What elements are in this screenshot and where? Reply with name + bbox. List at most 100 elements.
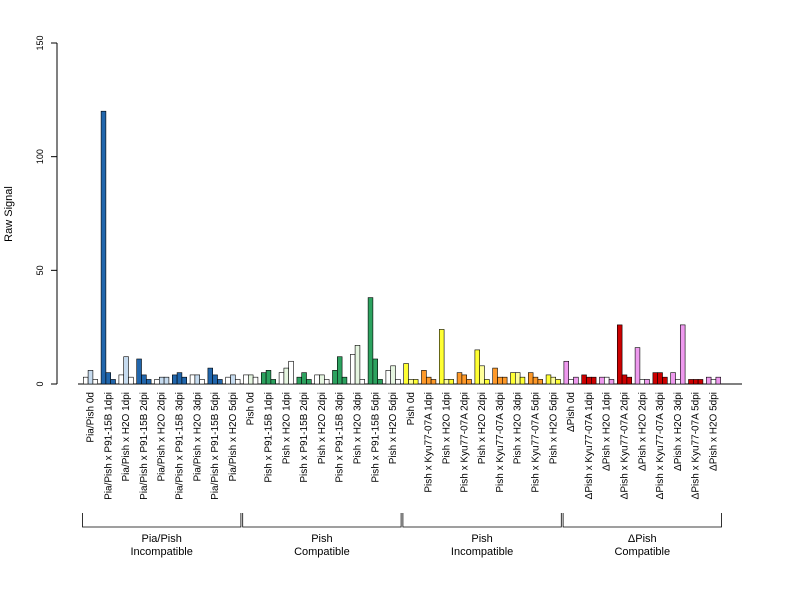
- bar: [163, 376, 170, 385]
- bar: [319, 374, 325, 385]
- bar: [532, 376, 539, 385]
- x-tick-label: ΔPish x Kyu77-07A 3dpi: [655, 392, 666, 499]
- bar: [225, 376, 231, 385]
- bar: [448, 379, 454, 385]
- bar: [235, 379, 241, 385]
- bar: [408, 379, 414, 385]
- bar: [705, 376, 712, 385]
- group-label: Pia/Pish Incompatible: [131, 533, 193, 558]
- bar: [128, 376, 134, 385]
- x-tick-label: Pia/Pish x P91-15B 3dpi: [175, 392, 186, 500]
- x-tick-label: ΔPish x H2O 1dpi: [602, 392, 613, 471]
- x-tick-label: Pish x P91-15B 5dpi: [370, 392, 381, 483]
- bar: [199, 379, 205, 385]
- bar: [123, 356, 129, 385]
- x-tick-label: ΔPish x Kyu77-07A 1dpi: [584, 392, 595, 499]
- bar: [176, 372, 183, 385]
- x-tick-label: Pia/Pish x H2O 1dpi: [121, 392, 132, 482]
- x-tick-label: ΔPish x Kyu77-07A 2dpi: [620, 392, 631, 499]
- group-bracket: [562, 513, 722, 528]
- bar: [412, 379, 419, 385]
- bar: [692, 379, 699, 385]
- bar: [461, 374, 467, 385]
- x-tick-label: Pia/Pish x H2O 3dpi: [192, 392, 203, 482]
- group-label: Pish Incompatible: [451, 533, 513, 558]
- bar: [621, 374, 628, 385]
- bar: [657, 372, 663, 385]
- bar: [639, 379, 646, 385]
- bar: [301, 372, 307, 385]
- x-tick-label: Pish x H2O 1dpi: [442, 392, 453, 464]
- x-tick-label: ΔPish 0d: [566, 392, 577, 432]
- group-bracket: [402, 513, 562, 528]
- bar: [710, 379, 717, 385]
- bar: [466, 379, 472, 385]
- x-tick-label: ΔPish x H2O 3dpi: [673, 392, 684, 471]
- x-tick-label: Pish x H2O 2dpi: [317, 392, 328, 464]
- x-tick-label: Pia/Pish x H2O 2dpi: [157, 392, 168, 482]
- bar: [172, 374, 178, 385]
- bar: [421, 370, 427, 385]
- bar: [438, 329, 445, 385]
- bar: [586, 376, 592, 385]
- bar: [608, 379, 615, 385]
- bar: [154, 379, 160, 385]
- bar: [296, 376, 302, 385]
- bar: [336, 356, 343, 385]
- bar: [243, 374, 249, 385]
- bar: [385, 370, 391, 385]
- x-tick-label: ΔPish x H2O 5dpi: [709, 392, 720, 471]
- bar: [501, 376, 508, 385]
- bar: [265, 370, 272, 385]
- bar: [537, 379, 544, 385]
- bar: [662, 376, 668, 385]
- bar: [146, 379, 152, 385]
- y-tick-label: 150: [35, 35, 45, 50]
- bar: [118, 374, 125, 385]
- x-tick-label: Pish x Kyu77-07A 1dpi: [424, 392, 435, 493]
- bar: [252, 376, 259, 385]
- bar: [456, 372, 463, 385]
- bar: [217, 379, 223, 385]
- x-tick-label: Pish x H2O 2dpi: [477, 392, 488, 464]
- bars-layer: [83, 110, 722, 385]
- bar: [479, 365, 485, 385]
- bar: [599, 376, 605, 385]
- x-tick-label: ΔPish x Kyu77-07A 5dpi: [691, 392, 702, 499]
- bar: [550, 376, 557, 385]
- bar: [354, 345, 361, 385]
- bar: [377, 379, 383, 385]
- bar: [212, 374, 218, 385]
- bar: [349, 354, 356, 385]
- x-tick-label: Pia/Pish x P91-15B 1dpi: [103, 392, 114, 500]
- bar: [323, 379, 330, 385]
- x-tick-label: Pia/Pish 0d: [86, 392, 97, 443]
- bar: [100, 110, 107, 385]
- bar: [194, 374, 200, 385]
- group-label: ΔPish Compatible: [614, 533, 670, 558]
- bar: [341, 376, 348, 385]
- x-tick-label: Pish 0d: [246, 392, 257, 425]
- y-tick-label: 0: [35, 381, 45, 386]
- bar: [270, 379, 276, 385]
- bar: [367, 297, 374, 385]
- bar: [248, 374, 254, 385]
- x-tick-label: Pish x Kyu77-07A 2dpi: [459, 392, 470, 493]
- group-bracket: [82, 513, 242, 528]
- bar: [283, 367, 289, 385]
- bar: [581, 374, 587, 385]
- bar: [207, 367, 213, 385]
- bar: [443, 379, 450, 385]
- bar: [545, 374, 552, 385]
- bar: [510, 372, 516, 385]
- bar: [403, 363, 409, 385]
- bar: [519, 376, 526, 385]
- bar: [492, 367, 498, 385]
- y-tick-label: 100: [35, 149, 45, 164]
- bar: [474, 349, 480, 385]
- bar: [616, 324, 623, 385]
- bar: [92, 379, 99, 385]
- bar: [314, 374, 320, 385]
- bar: [395, 379, 401, 385]
